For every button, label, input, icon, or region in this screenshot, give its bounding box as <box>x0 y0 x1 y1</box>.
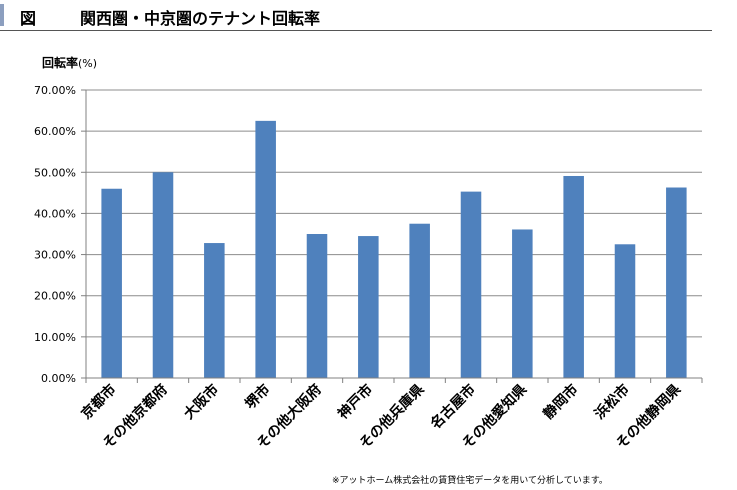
y-tick-label: 60.00% <box>34 125 76 138</box>
header-accent-bar <box>0 4 4 26</box>
bar <box>152 172 174 378</box>
bar <box>409 223 430 378</box>
x-tick-label: 堺市 <box>242 381 274 413</box>
grid-lines <box>86 89 702 338</box>
footnote: ※アットホーム株式会社の賃貸住宅データを用いて分析しています。 <box>332 476 608 486</box>
y-tick-label: 40.00% <box>34 207 76 220</box>
y-tick-label: 0.00% <box>41 372 76 385</box>
bar <box>563 175 584 378</box>
bar <box>204 243 225 378</box>
x-tick-label: 浜松市 <box>591 381 633 423</box>
y-tick-label: 10.00% <box>34 331 76 344</box>
y-tick-label: 50.00% <box>34 166 76 179</box>
bar <box>101 188 122 378</box>
bar <box>512 229 533 378</box>
bar <box>666 187 687 378</box>
x-tick-labels: 京都市その他京都府 大阪市 堺市その他大阪府 神戸市その他兵庫県 名古屋市その他愛知県静… <box>78 381 684 452</box>
bar <box>255 120 276 378</box>
y-tick-label: 30.00% <box>34 249 76 262</box>
x-tick-label: 神戸市 <box>334 381 376 423</box>
bar <box>614 244 636 378</box>
y-tick-label: 70.00% <box>34 84 76 97</box>
bar <box>460 191 482 378</box>
axes <box>81 89 703 383</box>
bar <box>358 236 379 378</box>
x-tick-label: 大阪市 <box>180 381 222 423</box>
figure-header: 図 関西圏・中京圏のテナント回転率 <box>0 0 712 31</box>
figure-label: 図 <box>20 9 37 28</box>
y-axis-unit: (%) <box>78 57 98 70</box>
x-tick-label: 静岡市 <box>540 381 582 423</box>
bars <box>101 120 687 378</box>
y-axis-label: 回転率(%) <box>42 54 97 71</box>
x-tick-label: 名古屋市 <box>427 381 479 433</box>
x-tick-label: 京都市 <box>78 381 120 423</box>
y-tick-labels: 0.00% 10.00% 20.00% 30.00% 40.00% 50.00% 60.00… <box>34 84 76 385</box>
y-axis-label-text: 回転率 <box>42 56 79 70</box>
y-tick-label: 20.00% <box>34 290 76 303</box>
chart-title: 関西圏・中京圏のテナント回転率 <box>80 9 321 28</box>
bar <box>306 234 328 378</box>
